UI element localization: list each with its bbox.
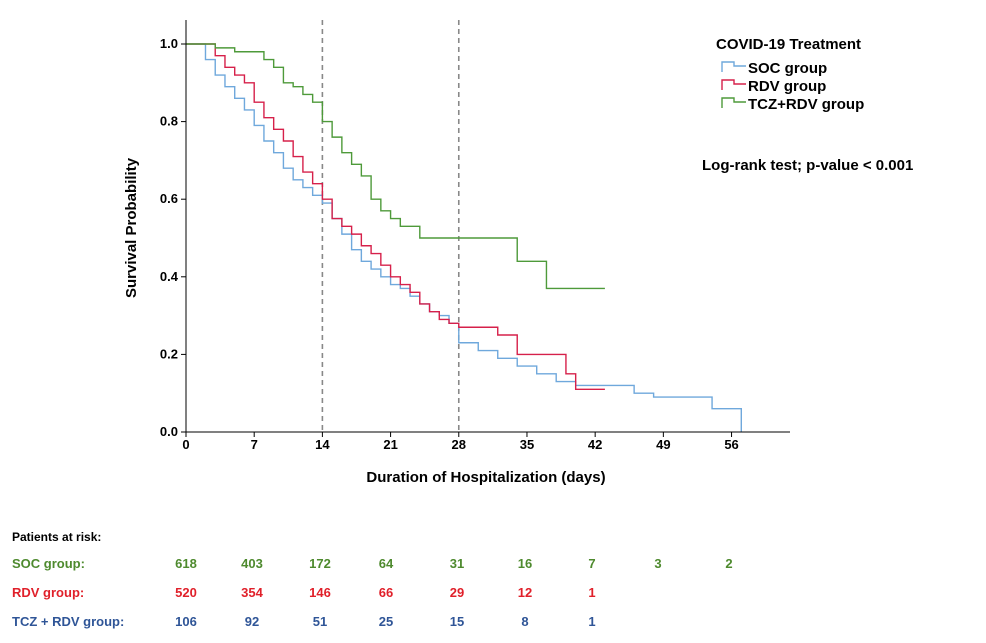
risk-row-label: TCZ + RDV group: [12,614,125,629]
risk-cell: 51 [312,614,328,629]
risk-cell: 403 [241,556,263,571]
legend-label: SOC group [748,60,827,77]
risk-cell: 354 [241,585,263,600]
x-tick-label: 42 [588,437,602,452]
risk-row: SOC group: 618 403 172 64 31 16 7 3 2 [0,556,986,574]
risk-cell: 7 [588,556,596,571]
risk-cell: 31 [449,556,465,571]
risk-cell: 64 [378,556,394,571]
legend-title: COVID-19 Treatment [716,36,861,53]
x-tick-label: 49 [656,437,670,452]
survival-chart: 0 7 14 21 28 35 42 49 56 0.0 0.2 0.4 0.6 0.8 1.0 Durat… [123,20,913,486]
x-axis-title: Duration of Hospitalization (days) [366,469,605,486]
legend-swatch [721,97,746,108]
legend-label: TCZ+RDV group [748,96,864,113]
y-tick-label: 0.4 [160,269,179,284]
reference-lines [321,20,460,432]
risk-row: TCZ + RDV group: 106 92 51 25 15 8 1 [0,614,986,632]
risk-row: RDV group: 520 354 146 66 29 12 1 [0,585,986,603]
series-line-tcz-rdv-group [186,43,605,290]
risk-cell: 66 [378,585,394,600]
legend-swatch [721,61,746,72]
axes: 0 7 14 21 28 35 42 49 56 0.0 0.2 0.4 0.6 0.8 1.0 [160,20,790,452]
risk-cell: 16 [517,556,533,571]
risk-cell: 520 [175,585,197,600]
y-tick-label: 1.0 [160,36,178,51]
y-tick-label: 0.2 [160,346,178,361]
y-tick-label: 0.6 [160,191,178,206]
y-tick-label: 0.8 [160,114,178,129]
risk-table-title: Patients at risk: [12,530,102,544]
risk-cell: 25 [378,614,394,629]
x-tick-label: 14 [315,437,330,452]
risk-row-label: RDV group: [12,585,85,600]
legend-swatch [721,79,746,90]
x-tick-label: 21 [383,437,397,452]
risk-cell: 92 [244,614,260,629]
x-tick-label: 28 [452,437,466,452]
risk-cell: 1 [588,614,596,629]
risk-table: Patients at risk: SOC group: 618 403 172 64 3… [0,520,986,643]
risk-cell: 3 [654,556,662,571]
series-line-rdv-group [186,43,605,391]
x-tick-label: 35 [520,437,534,452]
log-rank-annotation: Log-rank test; p-value < 0.001 [702,157,913,174]
y-axis-title: Survival Probability [123,157,140,298]
x-tick-label: 7 [251,437,258,452]
legend-label: RDV group [748,78,826,95]
x-tick-label: 0 [182,437,189,452]
series-line-soc-group [186,43,742,432]
risk-cell: 1 [588,585,596,600]
risk-cell: 146 [309,585,331,600]
risk-cell: 618 [175,556,197,571]
risk-cell: 2 [725,556,733,571]
risk-cell: 15 [449,614,465,629]
risk-cell: 12 [517,585,533,600]
risk-cell: 172 [309,556,331,571]
risk-cell: 106 [175,614,197,629]
risk-cell: 29 [449,585,465,600]
x-tick-label: 56 [724,437,738,452]
y-tick-label: 0.0 [160,424,178,439]
series-lines [186,43,742,432]
risk-row-label: SOC group: [12,556,85,571]
risk-cell: 8 [521,614,529,629]
